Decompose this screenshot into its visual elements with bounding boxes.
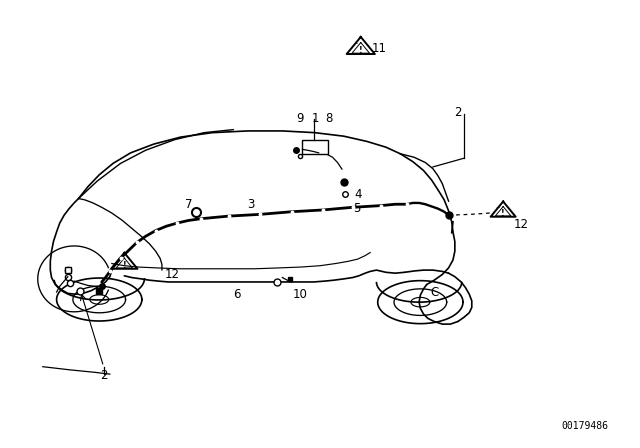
Text: ~: ~	[117, 257, 122, 262]
Text: 11: 11	[372, 42, 387, 55]
Text: 4: 4	[354, 188, 362, 201]
Text: !: !	[122, 261, 126, 270]
Text: !: !	[359, 46, 363, 55]
Text: ~: ~	[496, 205, 500, 210]
Text: C: C	[430, 285, 438, 298]
Text: 12: 12	[513, 217, 528, 231]
Text: 1: 1	[311, 112, 319, 125]
Text: 12: 12	[165, 268, 180, 281]
Text: 6: 6	[234, 288, 241, 301]
Text: 00179486: 00179486	[561, 421, 609, 431]
Text: 3: 3	[247, 198, 255, 211]
Text: ~: ~	[353, 42, 358, 47]
Text: !: !	[501, 209, 505, 218]
Text: 8: 8	[326, 112, 333, 125]
Text: 2: 2	[100, 369, 108, 382]
Text: 2: 2	[454, 106, 461, 119]
Bar	[303, 140, 328, 154]
Text: 10: 10	[292, 288, 307, 301]
Text: 9: 9	[296, 112, 303, 125]
Text: 7: 7	[184, 198, 192, 211]
Text: 5: 5	[353, 202, 360, 215]
